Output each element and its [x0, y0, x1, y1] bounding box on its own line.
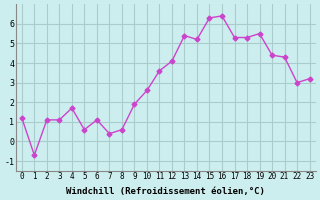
X-axis label: Windchill (Refroidissement éolien,°C): Windchill (Refroidissement éolien,°C): [66, 187, 265, 196]
